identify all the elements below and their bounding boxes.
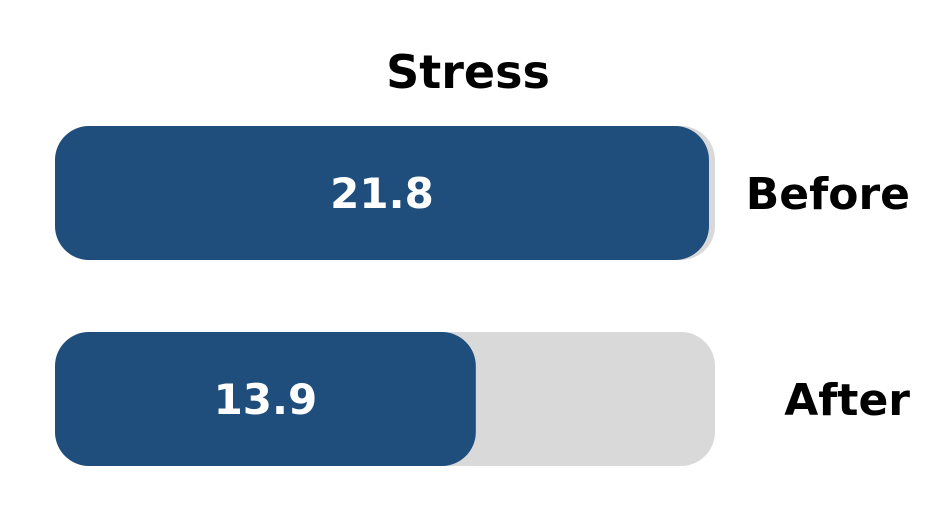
bar-after xyxy=(55,332,476,466)
value-label-before: 21.8 xyxy=(330,169,434,218)
category-label-after: After xyxy=(784,375,910,426)
bars-layer: 21.8 Before 13.9 After xyxy=(55,126,910,466)
chart-title: Stress xyxy=(386,45,550,99)
category-label-before: Before xyxy=(746,169,910,220)
value-label-after: 13.9 xyxy=(214,375,318,424)
bar-before xyxy=(55,126,709,260)
